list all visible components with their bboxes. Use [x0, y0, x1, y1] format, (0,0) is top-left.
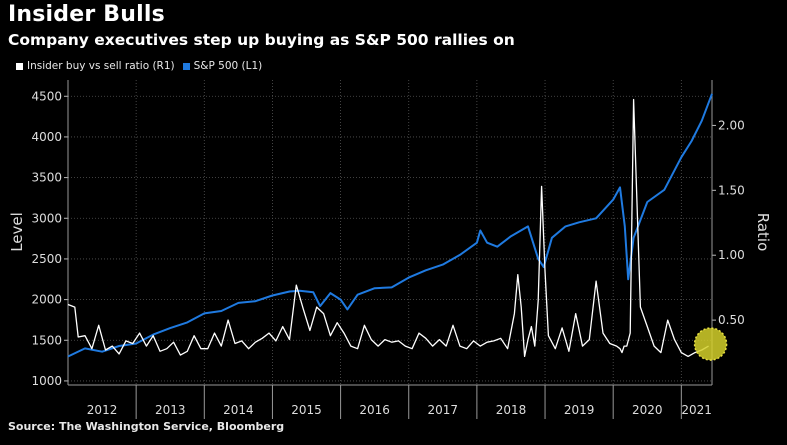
x-tick-label: 2012	[87, 403, 118, 417]
y-tick-label-right: 0.50	[718, 313, 745, 327]
y-tick-label-left: 1000	[31, 374, 62, 388]
legend-item-ratio: Insider buy vs sell ratio (R1)	[16, 60, 175, 72]
legend-label-sp500: S&P 500 (L1)	[193, 60, 263, 72]
y-axis-title-left: Level	[8, 212, 26, 252]
legend-swatch-ratio	[16, 62, 23, 70]
series-line-sp500	[67, 93, 713, 358]
chart-title: Insider Bulls	[8, 2, 165, 27]
y-tick-label-left: 3500	[31, 171, 62, 185]
x-tick-label: 2015	[291, 403, 322, 417]
legend-item-sp500: S&P 500 (L1)	[182, 60, 263, 72]
y-tick-label-right: 1.50	[718, 183, 745, 197]
y-tick-label-right: 2.00	[718, 118, 745, 132]
y-tick-label-left: 4000	[31, 130, 62, 144]
y-tick-label-left: 2500	[31, 252, 62, 266]
legend-swatch-sp500	[182, 62, 190, 70]
x-tick-label: 2014	[223, 403, 254, 417]
y-tick-label-left: 1500	[31, 333, 62, 347]
x-tick-label: 2020	[632, 403, 663, 417]
y-tick-label-left: 4500	[31, 89, 62, 103]
series-line-insider-ratio	[67, 98, 709, 358]
y-axis-title-right: Ratio	[754, 213, 772, 252]
chart-subtitle: Company executives step up buying as S&P…	[8, 31, 515, 49]
legend: Insider buy vs sell ratio (R1) S&P 500 (…	[16, 60, 270, 72]
y-tick-label-left: 2000	[31, 293, 62, 307]
x-tick-label: 2021	[681, 403, 712, 417]
x-tick-label: 2016	[359, 403, 390, 417]
x-tick-label: 2017	[428, 403, 459, 417]
y-tick-label-left: 3000	[31, 211, 62, 225]
x-tick-label: 2013	[155, 403, 186, 417]
legend-label-ratio: Insider buy vs sell ratio (R1)	[27, 60, 175, 72]
y-tick-label-right: 1.00	[718, 248, 745, 262]
highlight-circle	[693, 327, 728, 361]
x-tick-label: 2019	[564, 403, 595, 417]
source-note: Source: The Washington Service, Bloomber…	[8, 420, 285, 433]
x-tick-label: 2018	[496, 403, 527, 417]
